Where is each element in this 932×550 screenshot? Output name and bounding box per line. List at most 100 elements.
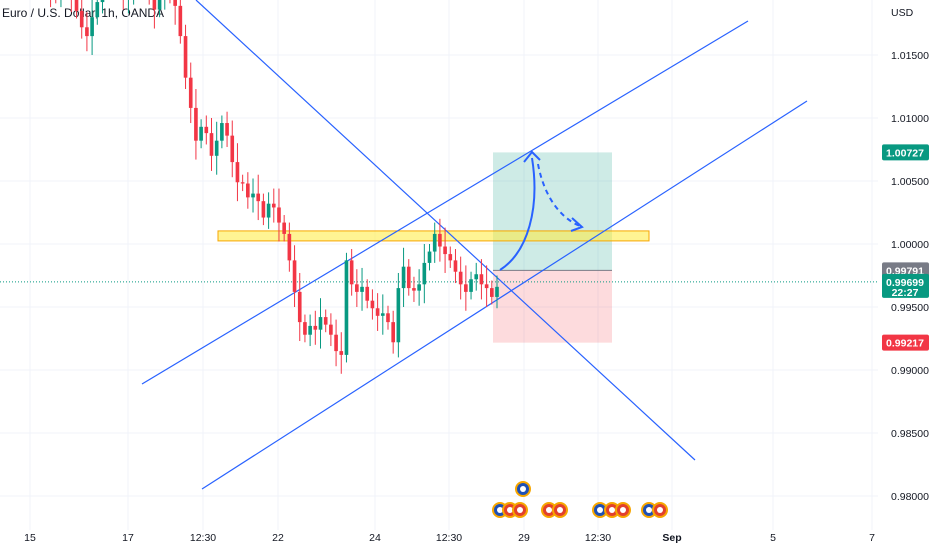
y-tick-label: 1.00000 [891, 239, 929, 251]
candle-body [484, 284, 489, 289]
x-tick-label: 15 [24, 532, 36, 544]
target-price-label: 1.00727 [886, 147, 924, 159]
y-tick-label: 0.99500 [891, 302, 929, 314]
candle-body [401, 266, 406, 289]
last-price-label: 0.99699 [886, 277, 924, 289]
up-projection-arrow [499, 157, 536, 271]
candle-body [427, 251, 432, 263]
candle-body [479, 274, 484, 285]
y-tick-label: 0.98500 [891, 428, 929, 440]
y-tick-label: 1.00500 [891, 176, 929, 188]
candle-body [370, 300, 375, 309]
candle-body [344, 260, 349, 355]
x-tick-label: Sep [662, 532, 681, 544]
candle-body [271, 203, 276, 208]
candle-body [313, 325, 318, 330]
candle-body [417, 284, 421, 291]
candle-body [79, 10, 84, 28]
upper-channel-line[interactable] [141, 20, 749, 385]
candle-body [406, 266, 411, 289]
time-axis[interactable]: 15 17 12:30 22 24 12:30 29 12:30 Sep 5 7 [24, 532, 875, 544]
projection-arrows [499, 150, 584, 271]
candle-body [391, 322, 395, 343]
down-projection-arrow [537, 163, 581, 227]
candle-body [355, 284, 359, 292]
candle-body [349, 260, 354, 285]
x-tick-label: 12:30 [190, 532, 216, 544]
down-arrow-head [570, 217, 584, 232]
candle-body [297, 291, 302, 323]
candle-body [438, 233, 442, 247]
lower-channel-line[interactable] [201, 100, 808, 490]
candle-body [375, 308, 380, 316]
candle-body [266, 203, 271, 218]
candle-body [453, 260, 458, 272]
candle-body [214, 140, 219, 156]
candle-body [464, 284, 468, 292]
y-tick-label: 1.01500 [891, 50, 929, 62]
candle-body [230, 135, 235, 163]
candle-body [303, 322, 307, 335]
candle-body [458, 271, 463, 285]
x-tick-label: 24 [369, 532, 381, 544]
candle-body [469, 279, 473, 292]
x-tick-label: 17 [122, 532, 134, 544]
x-tick-label: 12:30 [585, 532, 611, 544]
currency-label: USD [891, 7, 914, 19]
trade-zones [0, 152, 878, 343]
candle-body [432, 233, 437, 252]
candle-body [365, 286, 370, 301]
candle-body [308, 325, 312, 335]
candle-body [318, 317, 323, 330]
candle-body [90, 17, 94, 37]
event-flag-icon[interactable] [512, 502, 528, 518]
candle-body [157, 0, 162, 10]
candle-body [235, 162, 240, 183]
candle-body [183, 36, 188, 78]
candle-body [246, 183, 250, 198]
candle-body [95, 2, 100, 18]
event-flag-icon[interactable] [652, 502, 668, 518]
y-tick-label: 0.99000 [891, 365, 929, 377]
candle-body [100, 0, 105, 3]
candle-body [225, 123, 229, 136]
event-flag-icon[interactable] [592, 502, 608, 518]
candles [50, 0, 499, 374]
candle-body [443, 246, 447, 255]
event-flag-icon[interactable] [641, 502, 657, 518]
stop-price-label: 0.99217 [886, 338, 924, 350]
x-tick-label: 22 [272, 532, 284, 544]
candle-body [380, 313, 385, 316]
up-arrow-head [523, 150, 541, 163]
candle-body [282, 222, 286, 234]
candle-body [173, 0, 177, 6]
candle-body [396, 288, 401, 343]
economic-events[interactable] [492, 481, 668, 518]
candle-body [277, 207, 281, 223]
candle-body [261, 201, 266, 218]
x-tick-label: 7 [869, 532, 875, 544]
y-tick-label: 1.01000 [891, 113, 929, 125]
stop-price-badge [882, 334, 929, 351]
candle-body [204, 126, 209, 134]
candle-body [199, 126, 203, 141]
candle-body [251, 193, 255, 198]
candle-body [448, 254, 453, 261]
candle-body [74, 0, 79, 11]
target-price-badge [882, 144, 929, 161]
y-tick-label: 0.98000 [891, 491, 929, 503]
x-tick-label: 29 [518, 532, 530, 544]
candle-body [240, 182, 245, 184]
stop-zone [493, 270, 612, 343]
event-flag-icon[interactable] [615, 502, 631, 518]
candle-body [287, 233, 292, 261]
candle-body [178, 5, 183, 37]
candle-body [323, 317, 328, 325]
candle-body [194, 107, 198, 141]
candle-body [85, 27, 89, 37]
event-flag-icon[interactable] [515, 481, 531, 497]
event-flag-icon[interactable] [604, 502, 620, 518]
event-flag-icon[interactable] [552, 502, 568, 518]
